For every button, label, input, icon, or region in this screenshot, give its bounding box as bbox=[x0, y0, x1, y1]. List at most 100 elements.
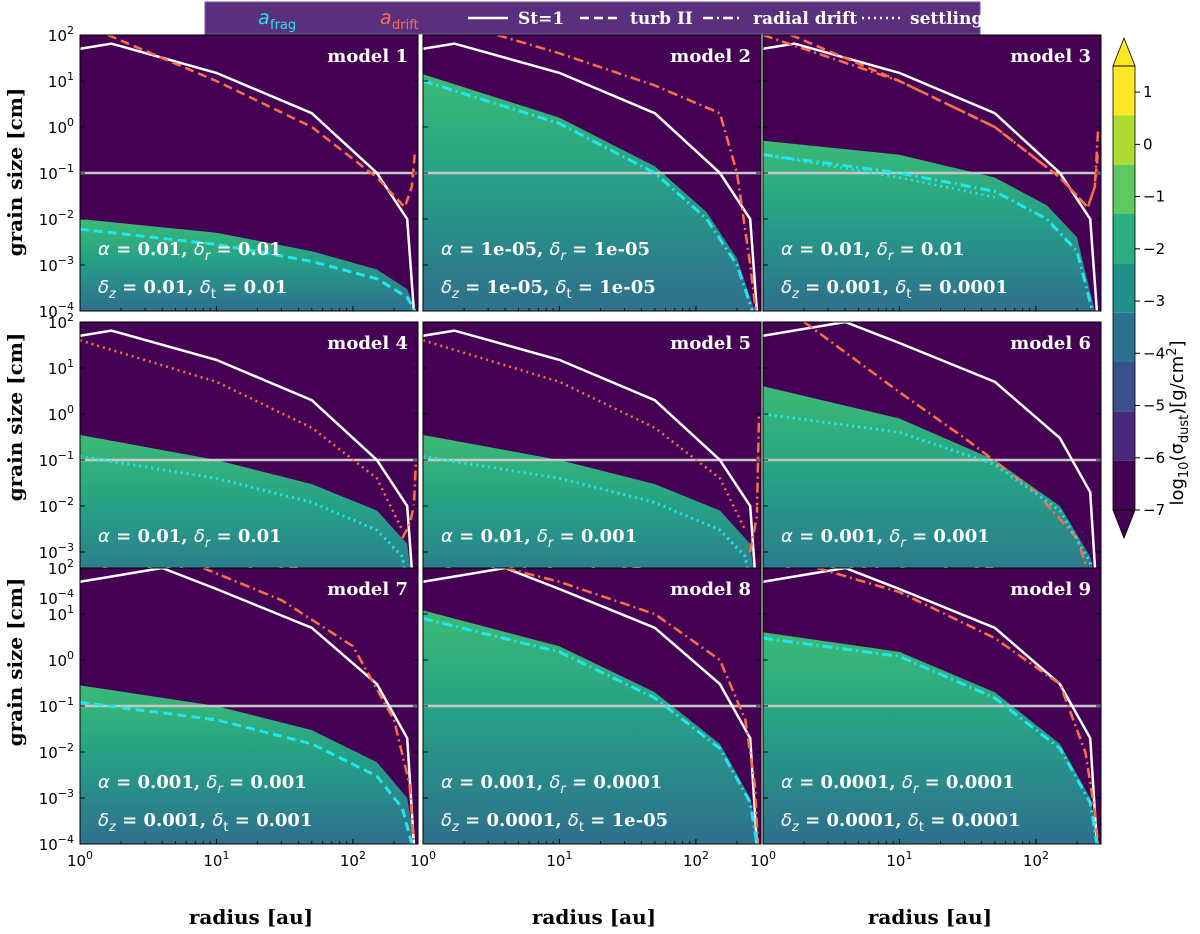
y-tick-label: 10−4 bbox=[39, 833, 74, 854]
colorbar-bottom-arrow bbox=[1112, 509, 1136, 540]
drift-radial-curve bbox=[803, 322, 1099, 598]
param-line-1: α = 0.01, δr = 0.01 bbox=[98, 526, 282, 551]
colorbar-band bbox=[1113, 164, 1135, 214]
x-tick-label: 101 bbox=[886, 849, 912, 870]
legend: a frag a drift St=1 turb II radial drift… bbox=[204, 1, 983, 35]
axis-labels: grain size [cm] grain size [cm] grain si… bbox=[3, 88, 992, 929]
y-tick-label: 10−2 bbox=[39, 741, 74, 762]
y-tick-label: 101 bbox=[48, 603, 74, 624]
legend-a-frag: a bbox=[258, 7, 270, 29]
x-tick-label: 101 bbox=[203, 849, 229, 870]
colorbar-band bbox=[1113, 411, 1135, 461]
colorbar-frame bbox=[1112, 65, 1136, 511]
legend-turb-label: turb II bbox=[630, 9, 693, 29]
frag-curve bbox=[763, 636, 1099, 844]
y-tick-label: 101 bbox=[48, 357, 74, 378]
dust-density-region bbox=[80, 219, 416, 311]
ylabel-row-2: grain size [cm] bbox=[3, 333, 27, 502]
legend-a-drift-sub: drift bbox=[392, 18, 419, 33]
panel-title: model 3 bbox=[1010, 46, 1091, 67]
param-line-1: α = 0.001, δr = 0.001 bbox=[781, 526, 990, 551]
colorbar-tick-label: 0 bbox=[1143, 135, 1153, 153]
y-tick-label: 102 bbox=[48, 557, 74, 578]
panel-1: model 1 α = 0.01, δr = 0.01 δz = 0.01, δt … bbox=[39, 24, 419, 321]
drift-radial-curve bbox=[496, 35, 758, 311]
x-tick-label: 102 bbox=[340, 849, 366, 870]
param-line-2: δz = 0.0001, δt = 1e-05 bbox=[441, 810, 668, 835]
st1-curve bbox=[80, 42, 416, 311]
y-tick-label: 100 bbox=[48, 649, 74, 670]
colorbar-tick-label: −3 bbox=[1143, 292, 1165, 310]
colorbar: 1 0 −1 −2 −3 −4 −5 −6 −7 bbox=[1112, 36, 1165, 540]
st1-curve bbox=[80, 568, 416, 844]
y-tick-label: 10−3 bbox=[39, 254, 74, 275]
panel-8: model 8 α = 0.001, δr = 0.0001 δz = 0.0001… bbox=[410, 567, 762, 870]
panel-2: model 2 α = 1e-05, δr = 1e-05 δz = 1e-05, … bbox=[422, 34, 762, 312]
y-tick-label: 102 bbox=[48, 311, 74, 332]
param-line-1: α = 0.001, δr = 0.0001 bbox=[441, 772, 662, 797]
y-tick-label: 102 bbox=[48, 24, 74, 45]
colorbar-band bbox=[1113, 214, 1135, 264]
ylabel-row-1: grain size [cm] bbox=[3, 88, 27, 257]
panel-title: model 7 bbox=[327, 579, 408, 600]
y-tick-label: 10−3 bbox=[39, 787, 74, 808]
x-tick-label: 102 bbox=[683, 849, 709, 870]
dust-density-region bbox=[763, 140, 1095, 311]
st1-curve bbox=[763, 42, 1099, 311]
ylabel-row-3: grain size [cm] bbox=[3, 578, 27, 747]
x-tick-label: 101 bbox=[546, 849, 572, 870]
y-tick-label: 100 bbox=[48, 116, 74, 137]
legend-drift-label: radial drift bbox=[753, 9, 857, 29]
param-line-2: δz = 0.0001, δt = 0.0001 bbox=[781, 810, 1021, 835]
dust-density-region bbox=[423, 610, 759, 844]
frag-curve bbox=[80, 227, 417, 311]
param-line-2: δz = 0.01, δt = 0.01 bbox=[98, 277, 287, 302]
dust-density-region bbox=[80, 685, 415, 844]
panel-title: model 9 bbox=[1010, 579, 1091, 600]
y-tick-label: 10−2 bbox=[39, 495, 74, 516]
colorbar-band bbox=[1113, 460, 1135, 510]
panel-title: model 6 bbox=[1010, 333, 1091, 354]
st1-curve bbox=[763, 568, 1099, 844]
y-tick-label: 100 bbox=[48, 403, 74, 424]
frag-curve bbox=[80, 700, 414, 844]
y-tick-label: 10−1 bbox=[39, 162, 74, 183]
st1-curve bbox=[80, 329, 416, 598]
xlabel-col-2: radius [au] bbox=[532, 905, 656, 929]
x-tick-label: 100 bbox=[67, 849, 93, 870]
frag-curve bbox=[763, 153, 1094, 311]
frag-curve bbox=[423, 79, 754, 311]
panel-title: model 2 bbox=[670, 46, 751, 67]
panel-7: model 7 α = 0.001, δr = 0.001 δz = 0.001, … bbox=[39, 557, 419, 870]
legend-a-frag-sub: frag bbox=[270, 18, 296, 33]
y-tick-label: 10−1 bbox=[39, 449, 74, 470]
colorbar-label: log10(σdust)[g/cm2] bbox=[1165, 340, 1192, 505]
legend-st1-label: St=1 bbox=[518, 9, 564, 29]
st1-curve bbox=[423, 42, 759, 311]
colorbar-band bbox=[1113, 312, 1135, 362]
colorbar-tick-label: −2 bbox=[1143, 240, 1165, 258]
legend-settling-label: settling bbox=[910, 9, 983, 29]
colorbar-tick-label: 1 bbox=[1143, 83, 1153, 101]
colorbar-band bbox=[1113, 115, 1135, 165]
param-line-1: α = 0.01, δr = 0.01 bbox=[781, 239, 965, 264]
y-tick-label: 101 bbox=[48, 70, 74, 91]
xlabel-col-3: radius [au] bbox=[868, 905, 992, 929]
param-line-1: α = 0.01, δr = 0.001 bbox=[441, 526, 637, 551]
param-line-2: δz = 1e-05, δt = 1e-05 bbox=[441, 277, 656, 302]
param-line-2: δz = 0.001, δt = 0.0001 bbox=[781, 277, 1008, 302]
param-line-2: δz = 0.001, δt = 0.001 bbox=[98, 810, 312, 835]
drift-radial-curve bbox=[763, 35, 1100, 210]
st1-curve bbox=[423, 329, 759, 598]
panels: model 1 α = 0.01, δr = 0.01 δz = 0.01, δt … bbox=[39, 24, 1102, 870]
colorbar-tick-label: −1 bbox=[1143, 188, 1165, 206]
panel-3: model 3 α = 0.01, δr = 0.01 δz = 0.001, δt… bbox=[762, 34, 1102, 312]
xlabel-col-1: radius [au] bbox=[189, 905, 313, 929]
x-tick-label: 100 bbox=[750, 849, 776, 870]
drift-radial-curve bbox=[504, 568, 760, 844]
colorbar-band bbox=[1113, 263, 1135, 313]
colorbar-band bbox=[1113, 66, 1135, 116]
x-tick-label: 100 bbox=[410, 849, 436, 870]
dust-density-region bbox=[423, 74, 755, 311]
